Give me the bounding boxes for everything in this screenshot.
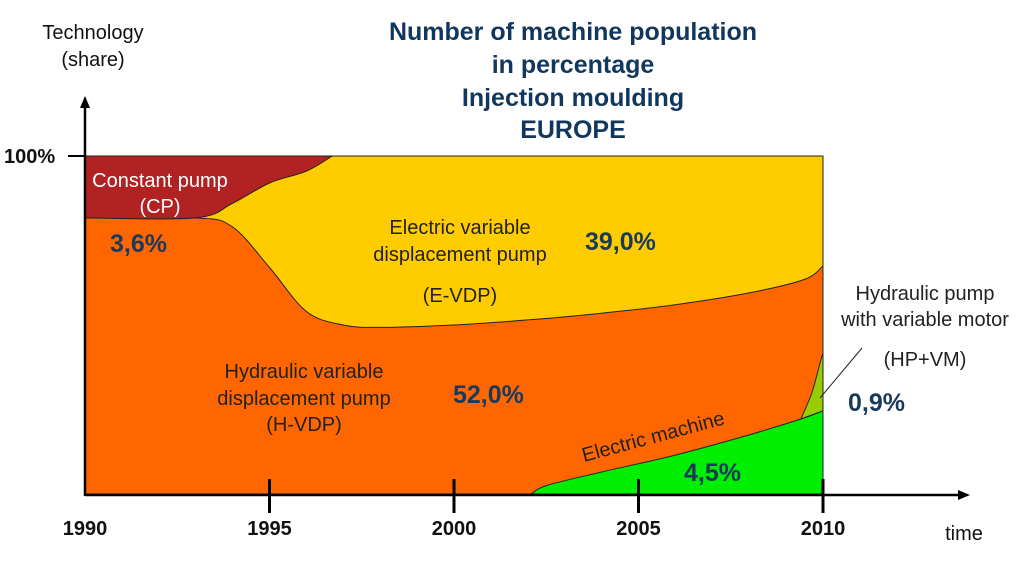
cp-area — [84, 155, 335, 220]
x-tick-label-1990: 1990 — [63, 518, 108, 540]
hvdp-label-line-2: displacement pump — [217, 388, 390, 410]
x-tick-label-1995: 1995 — [247, 518, 292, 540]
hvdp-label-line-1: Hydraulic variable — [225, 361, 384, 383]
chart-title-line-2: in percentage — [492, 51, 655, 79]
y-axis-title-line-1: Technology — [42, 22, 143, 44]
chart-title-line-3: Injection moulding — [462, 84, 684, 112]
x-axis-arrow — [958, 490, 970, 500]
hpvm-percentage: 0,9% — [848, 389, 905, 417]
evdp-label-line-3: (E-VDP) — [423, 285, 497, 307]
evdp-percentage: 39,0% — [585, 228, 656, 256]
x-tick-label-2000: 2000 — [432, 518, 477, 540]
hpvm-area — [799, 353, 824, 420]
hpvm-label-line-3: (HP+VM) — [884, 349, 967, 371]
cp-label-line-1: Constant pump — [92, 170, 228, 192]
x-axis-title: time — [945, 523, 983, 545]
evdp-area — [84, 155, 824, 328]
cp-percentage: 3,6% — [110, 230, 167, 258]
cp-label-line-2: (CP) — [139, 196, 180, 218]
evdp-label-line-2: displacement pump — [373, 244, 546, 266]
em-percentage: 4,5% — [684, 459, 741, 487]
hpvm-leader-line — [819, 347, 863, 399]
x-tick-label-2010: 2010 — [801, 518, 846, 540]
y-axis-arrow — [80, 96, 90, 108]
y-axis-title-line-2: (share) — [61, 49, 124, 71]
hvdp-label-line-3: (H-VDP) — [266, 414, 342, 436]
hpvm-label-line-2: with variable motor — [840, 309, 1009, 331]
hpvm-label-line-1: Hydraulic pump — [856, 283, 995, 305]
chart-title-line-4: EUROPE — [520, 116, 626, 144]
x-tick-label-2005: 2005 — [616, 518, 661, 540]
y-tick-label-100: 100% — [4, 146, 55, 168]
em-area — [529, 410, 824, 495]
hvdp-percentage: 52,0% — [453, 381, 524, 409]
chart-title-line-1: Number of machine population — [389, 18, 757, 46]
evdp-label-line-1: Electric variable — [389, 217, 530, 239]
